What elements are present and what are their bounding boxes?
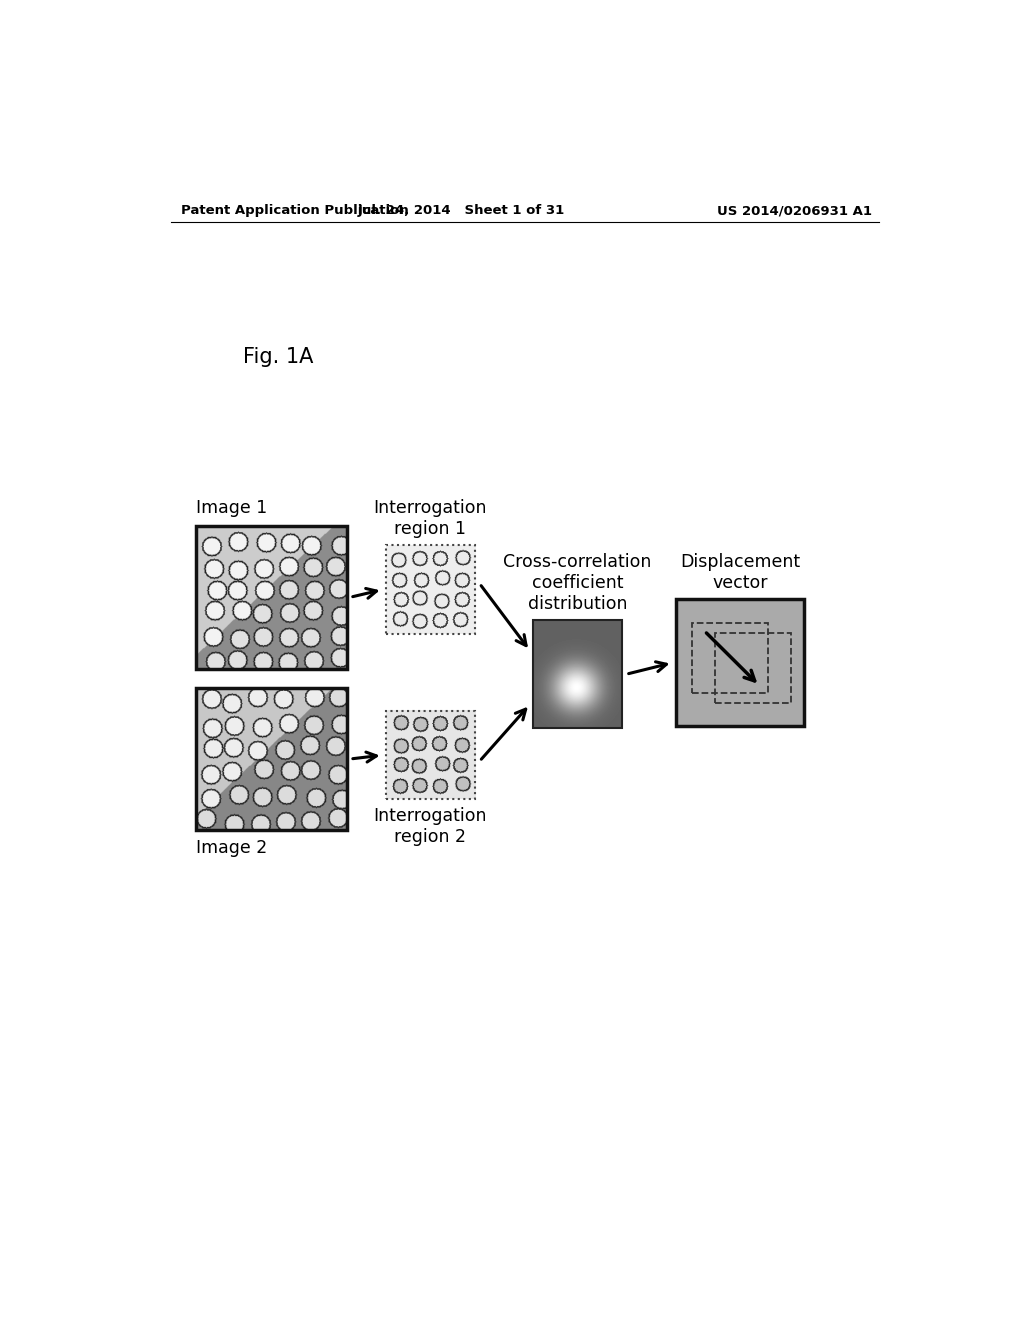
Bar (715, 634, 792, 704)
Bar (532, 620, 622, 729)
Bar (691, 623, 768, 693)
Bar (196, 527, 347, 668)
Bar (196, 688, 347, 830)
Bar (676, 599, 804, 726)
Text: Image 1: Image 1 (196, 499, 267, 517)
Text: Image 2: Image 2 (196, 840, 267, 858)
Text: Jul. 24, 2014   Sheet 1 of 31: Jul. 24, 2014 Sheet 1 of 31 (357, 205, 565, 218)
Text: Cross-correlation
coefficient
distribution: Cross-correlation coefficient distributi… (504, 553, 651, 612)
Bar (386, 545, 475, 634)
Text: US 2014/0206931 A1: US 2014/0206931 A1 (717, 205, 872, 218)
Text: Displacement
vector: Displacement vector (680, 553, 801, 591)
Text: Fig. 1A: Fig. 1A (243, 347, 313, 367)
Text: Interrogation
region 1: Interrogation region 1 (374, 499, 487, 537)
Text: Interrogation
region 2: Interrogation region 2 (374, 807, 487, 846)
Text: Patent Application Publication: Patent Application Publication (180, 205, 409, 218)
Bar (386, 711, 475, 800)
